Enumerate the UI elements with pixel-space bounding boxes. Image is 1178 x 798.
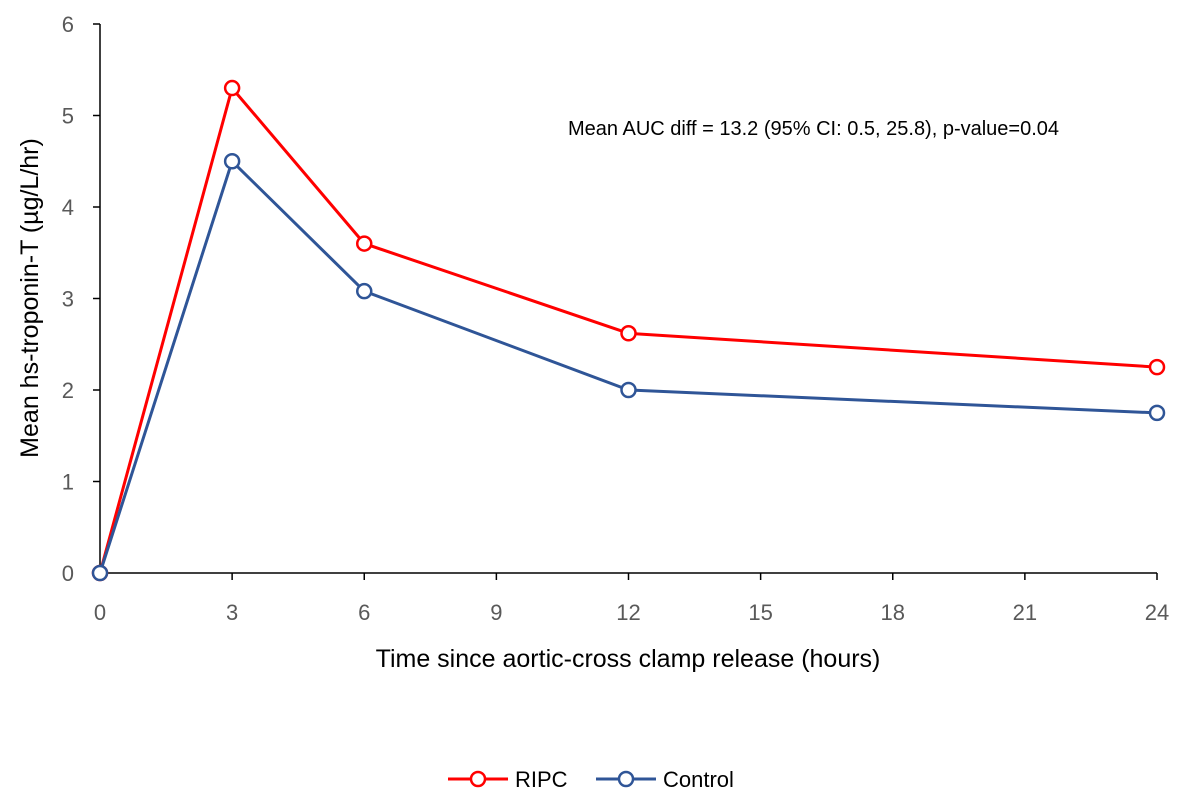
data-point — [356, 282, 373, 300]
data-point — [223, 153, 241, 170]
y-tick-label: 6 — [62, 12, 74, 37]
y-tick-label: 2 — [62, 378, 74, 403]
series-control — [91, 153, 1166, 582]
legend-item: Control — [596, 767, 734, 792]
x-tick-label: 18 — [881, 600, 905, 625]
legend-label: RIPC — [515, 767, 568, 792]
x-tick-label: 9 — [490, 600, 502, 625]
legend-label: Control — [663, 767, 734, 792]
x-axis-title: Time since aortic-cross clamp release (h… — [376, 645, 881, 673]
x-tick-label: 6 — [358, 600, 370, 625]
y-tick-label: 0 — [62, 561, 74, 586]
y-tick-label: 5 — [62, 104, 74, 129]
series-line — [98, 159, 1158, 574]
data-point — [620, 381, 637, 399]
legend-item: RIPC — [448, 767, 568, 792]
data-point — [223, 79, 241, 97]
data-point — [1148, 404, 1166, 422]
x-tick-label: 21 — [1013, 600, 1037, 625]
x-tick-label: 0 — [94, 600, 106, 625]
y-tick-label: 1 — [62, 470, 74, 495]
data-point — [91, 564, 109, 582]
y-axis-title: Mean hs-troponin-T (µg/L/hr) — [16, 138, 44, 458]
axes-group — [99, 24, 1157, 574]
series-ripc — [91, 79, 1166, 582]
x-tick-label: 12 — [616, 600, 640, 625]
data-point — [356, 235, 373, 252]
data-point — [1148, 358, 1166, 376]
x-tick-label: 24 — [1145, 600, 1169, 625]
series-group — [91, 79, 1166, 582]
x-tick-label: 3 — [226, 600, 238, 625]
y-tick-label: 3 — [62, 287, 74, 312]
data-point — [620, 325, 637, 342]
auc-annotation: Mean AUC diff = 13.2 (95% CI: 0.5, 25.8)… — [568, 118, 1059, 140]
legend-marker — [617, 770, 635, 788]
legend-marker — [469, 770, 487, 788]
x-tick-label: 15 — [748, 600, 772, 625]
legend: RIPC Control — [448, 767, 734, 792]
y-tick-label: 4 — [62, 195, 74, 220]
